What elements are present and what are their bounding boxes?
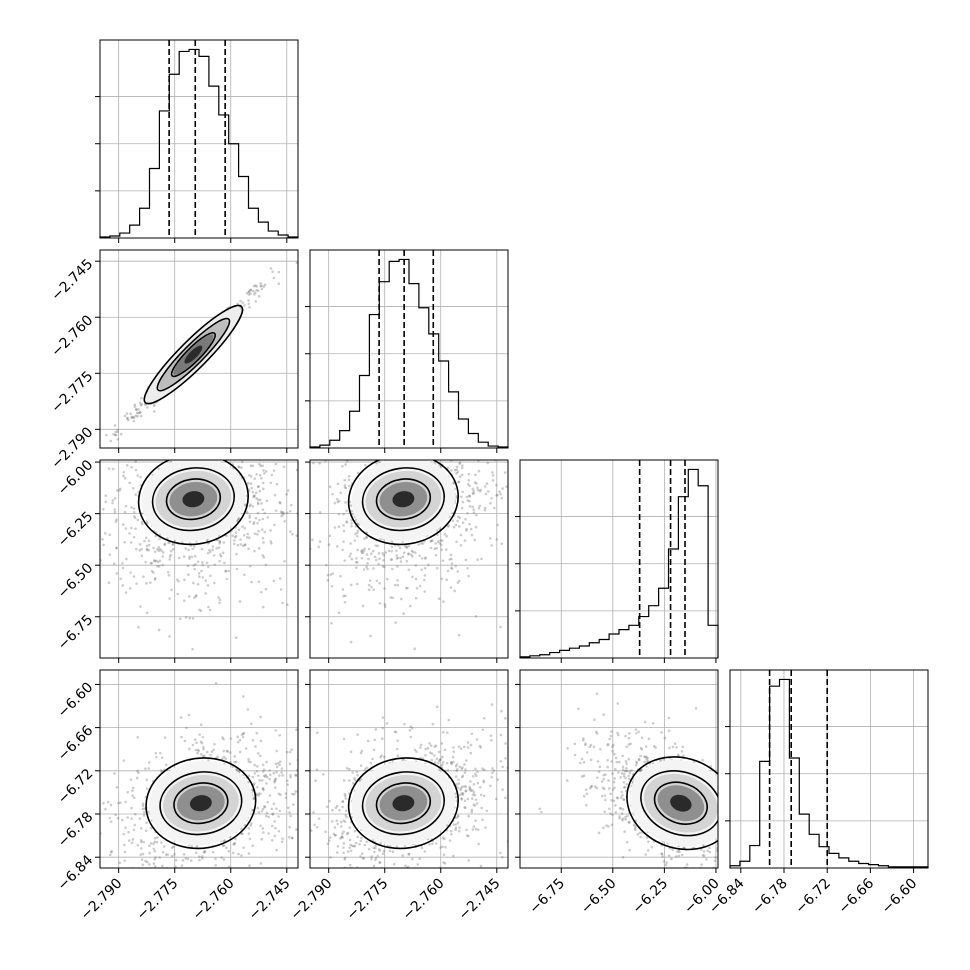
x-tick-label: −6.60 — [879, 876, 921, 918]
density-contour — [165, 478, 222, 521]
histogram-panel-3 — [725, 669, 929, 873]
histogram-step-1 — [309, 258, 509, 448]
density-contour — [361, 467, 445, 532]
histogram-step-2 — [519, 468, 719, 658]
y-tick-label: −6.75 — [55, 612, 97, 654]
panel-frame — [309, 459, 509, 659]
y-tick-label: −6.84 — [55, 852, 97, 894]
x-tick-label: −2.760 — [400, 876, 448, 924]
y-tick-label: −6.66 — [55, 723, 97, 765]
x-tick-label: −6.75 — [526, 876, 568, 918]
panel-frame — [99, 459, 299, 659]
panel-frame — [99, 39, 299, 239]
histogram-step-3 — [729, 678, 929, 868]
scatter-panel-3-2 — [515, 669, 719, 873]
density-contour — [653, 781, 708, 825]
density-contour — [170, 332, 216, 378]
x-tick-label: −6.78 — [749, 876, 791, 918]
density-contour — [347, 757, 459, 850]
density-contour — [626, 756, 718, 851]
density-contour — [145, 757, 257, 850]
panel-frame — [99, 249, 299, 449]
x-tick-label: −6.50 — [578, 876, 620, 918]
density-contour — [137, 460, 249, 546]
histogram-panel-2 — [515, 459, 719, 663]
density-contour — [640, 770, 718, 837]
x-tick-label: −2.790 — [288, 876, 336, 924]
y-tick-label: −6.78 — [55, 809, 97, 851]
x-tick-label: −2.775 — [344, 876, 392, 924]
x-tick-label: −2.760 — [190, 876, 238, 924]
histogram-step-0 — [99, 48, 299, 238]
histogram-panel-1 — [305, 249, 509, 453]
density-contour — [375, 478, 432, 521]
panel-frame — [729, 669, 929, 869]
scatter-panel-3-0 — [95, 669, 299, 873]
density-contour — [156, 317, 231, 392]
density-contour — [151, 467, 235, 532]
y-tick-label: −6.25 — [55, 509, 97, 551]
y-tick-label: −2.775 — [48, 368, 96, 416]
scatter-panel-1-0 — [95, 249, 299, 453]
panel-frame — [309, 249, 509, 449]
panel-frame — [519, 459, 719, 659]
histogram-panel-0 — [95, 39, 299, 243]
x-tick-label: −6.66 — [836, 875, 878, 917]
density-contour — [143, 304, 244, 405]
density-contour — [173, 782, 229, 825]
y-tick-label: −2.760 — [48, 312, 96, 360]
density-contour — [159, 771, 243, 836]
panel-frame — [309, 669, 509, 869]
density-contour — [361, 771, 445, 836]
x-tick-label: −2.775 — [134, 876, 182, 924]
density-contour — [347, 460, 459, 546]
y-tick-label: −6.50 — [55, 560, 97, 602]
x-tick-label: −2.790 — [78, 876, 126, 924]
panel-frame — [519, 669, 719, 869]
scatter-panel-3-1 — [305, 669, 509, 873]
y-tick-label: −6.72 — [55, 766, 97, 808]
y-tick-label: −2.745 — [48, 256, 96, 304]
x-tick-label: −2.745 — [246, 876, 294, 924]
y-tick-label: −6.60 — [55, 679, 97, 721]
x-tick-label: −6.72 — [792, 876, 834, 918]
panel-frame — [99, 669, 299, 869]
x-tick-label: −6.25 — [630, 876, 672, 918]
density-contour — [375, 782, 432, 825]
scatter-panel-2-0 — [95, 459, 299, 663]
scatter-panel-2-1 — [305, 459, 509, 663]
x-tick-label: −2.745 — [456, 876, 504, 924]
